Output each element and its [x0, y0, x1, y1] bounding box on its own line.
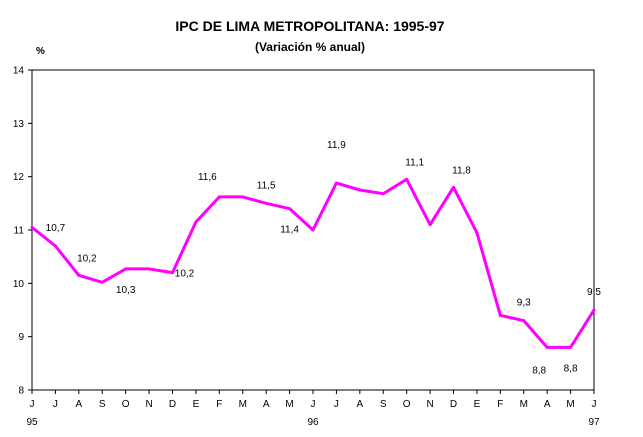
data-point: [452, 185, 455, 189]
data-label: 10,3: [116, 285, 136, 296]
data-point: [381, 192, 385, 196]
data-point: [241, 195, 245, 199]
x-tick-label: A: [356, 399, 363, 410]
x-tick-label: N: [426, 399, 433, 410]
x-tick-label: M: [566, 399, 574, 410]
x-tick-label: F: [216, 399, 222, 410]
x-tick-label: J: [53, 399, 58, 410]
data-point: [288, 207, 292, 211]
data-label: 11,6: [198, 172, 217, 183]
x-tick-label: J: [30, 399, 35, 410]
x-tick-label: D: [450, 399, 457, 410]
data-labels: 10,7 10,2 10,3 10,2 11,6 11,5 11,4 11,9 11,1 11,8…: [46, 140, 602, 376]
data-point: [592, 308, 596, 312]
series-ipc: [30, 177, 596, 349]
data-label: 10,2: [77, 253, 97, 264]
x-year-label: 96: [307, 417, 319, 428]
data-point: [264, 201, 268, 205]
x-tick-label: A: [263, 399, 270, 410]
x-tick-label: N: [145, 399, 152, 410]
data-point: [171, 271, 174, 275]
x-year-label: 95: [26, 417, 38, 428]
x-tick-label: M: [239, 399, 247, 410]
data-point: [405, 177, 409, 181]
data-point: [334, 181, 338, 185]
data-point: [147, 267, 151, 271]
chart-subtitle: (Variación % anual): [254, 40, 366, 54]
x-tick-label: D: [169, 399, 176, 410]
data-label: 11,1: [405, 157, 424, 168]
data-label: 11,4: [280, 225, 299, 236]
x-tick-label: A: [544, 399, 551, 410]
data-label: 11,5: [257, 180, 276, 191]
data-label: 10,7: [46, 223, 66, 234]
data-point: [30, 225, 34, 229]
y-tick-label: 9: [18, 332, 24, 343]
x-tick-label: J: [334, 399, 339, 410]
x-tick-label: M: [285, 399, 293, 410]
y-tick-label: 11: [14, 226, 25, 237]
x-tick-label: S: [380, 399, 387, 410]
data-label: 9,3: [517, 298, 531, 309]
data-point: [53, 244, 57, 248]
data-point: [545, 345, 549, 349]
data-point: [475, 231, 479, 235]
y-tick-label: 8: [18, 386, 24, 397]
data-point: [358, 188, 362, 192]
data-point: [311, 228, 315, 232]
y-axis-label: %: [36, 46, 45, 57]
data-label: 8,8: [564, 363, 578, 374]
data-label: 11,9: [327, 140, 346, 151]
data-point: [100, 280, 104, 284]
data-label: 11,8: [452, 165, 471, 176]
data-label: 8,8: [532, 365, 546, 376]
x-tick-label: S: [99, 399, 106, 410]
data-point: [124, 267, 128, 271]
y-axis: 8 9 10 11 12 13 14: [13, 66, 32, 397]
x-tick-label: J: [592, 399, 597, 410]
data-point: [77, 273, 81, 277]
x-tick-label: J: [311, 399, 316, 410]
x-tick-label: E: [474, 399, 481, 410]
chart-title: IPC DE LIMA METROPOLITANA: 1995-97: [175, 18, 445, 34]
y-tick-label: 13: [13, 119, 25, 130]
x-tick-label: O: [403, 399, 411, 410]
y-tick-label: 14: [13, 66, 25, 77]
x-tick-label: O: [122, 399, 130, 410]
x-tick-label: E: [193, 399, 200, 410]
x-tick-label: F: [497, 399, 503, 410]
data-point: [498, 313, 502, 317]
x-tick-label: M: [520, 399, 528, 410]
data-label: 10,2: [175, 269, 195, 280]
data-point: [522, 319, 526, 323]
data-label: 9,5: [587, 287, 601, 298]
data-point: [194, 220, 198, 224]
y-tick-label: 12: [13, 172, 25, 183]
data-point: [428, 223, 432, 227]
x-year-label: 97: [588, 417, 600, 428]
data-point: [217, 195, 221, 199]
data-point: [569, 345, 573, 349]
series-line: [30, 177, 596, 349]
y-tick-label: 10: [13, 279, 25, 290]
x-axis: J J A S O N D E F M A M J J A S O N D E F M A M J 95 96 97: [26, 390, 600, 428]
x-tick-label: A: [75, 399, 82, 410]
